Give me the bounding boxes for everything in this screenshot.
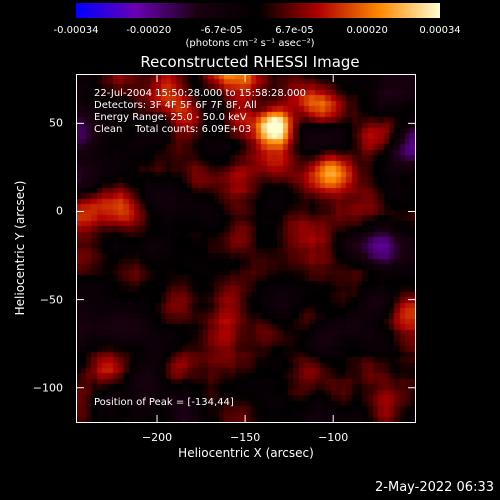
detectors-annotation: Detectors: 3F 4F 5F 6F 7F 8F, All [94,100,257,111]
x-tick-label: −100 [318,431,349,444]
colorbar-tick: -0.00034 [53,25,99,36]
x-axis-label: Heliocentric X (arcsec) [178,446,314,460]
timestamp: 2-May-2022 06:33 [375,480,494,495]
plot-axes [76,74,416,423]
heatmap-image [76,74,416,423]
time-range-annotation: 22-Jul-2004 15:50:28.000 to 15:58:28.000 [94,88,306,99]
y-tick-label: 50 [49,116,63,130]
colorbar-unit: (photons cm⁻² s⁻¹ asec⁻²) [185,38,315,49]
x-tick-label: −200 [141,431,173,444]
y-tick-label: −50 [39,293,63,307]
colorbar-tick: -0.00020 [126,25,172,36]
colorbar-tick: 0.00020 [346,25,388,36]
clean-annotation: Clean Total counts: 6.09E+03 [94,124,252,135]
y-tick-label: 0 [56,204,63,218]
x-tick-label: −150 [230,431,261,444]
colorbar-tick: 6.7e-05 [275,25,314,36]
colorbar [76,3,440,18]
colorbar-tick: -6.7e-05 [200,25,243,36]
energy-annotation: Energy Range: 25.0 - 50.0 keV [94,112,247,123]
y-axis-label: Heliocentric Y (arcsec) [13,180,27,316]
plot-frame [76,74,416,423]
colorbar-tick: 0.00034 [419,25,461,36]
peak-annotation: Position of Peak = [-134,44] [94,397,234,408]
y-tick-label: −100 [32,381,63,395]
chart-title: Reconstructed RHESSI Image [140,53,360,71]
